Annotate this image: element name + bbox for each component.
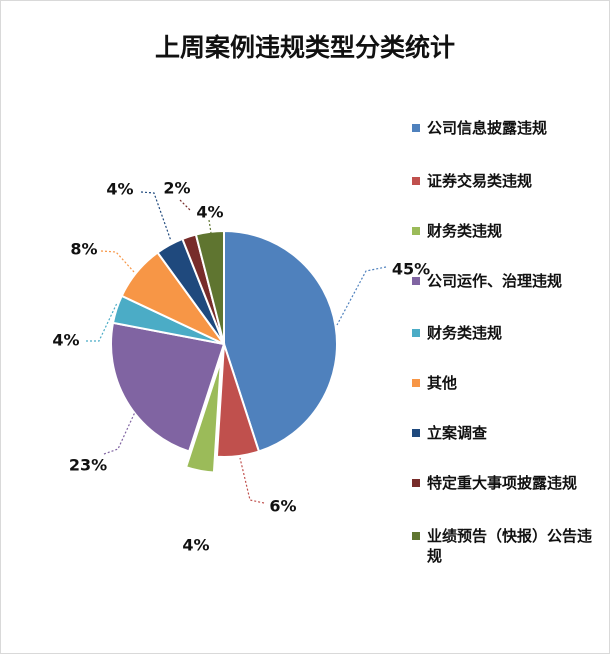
legend-item: 业绩预告（快报）公告违规 bbox=[412, 526, 602, 566]
data-label: 2% bbox=[163, 179, 190, 198]
legend-label: 财务类违规 bbox=[427, 324, 503, 342]
data-label: 45% bbox=[392, 260, 430, 279]
data-label: 4% bbox=[52, 331, 79, 350]
legend-swatch bbox=[412, 227, 420, 235]
legend-swatch bbox=[412, 532, 420, 540]
data-label: 23% bbox=[69, 456, 107, 475]
legend-label: 特定重大事项披露违规 bbox=[427, 474, 578, 492]
data-label: 8% bbox=[70, 240, 97, 259]
legend-swatch bbox=[412, 379, 420, 387]
legend-item: 公司信息披露违规 bbox=[412, 118, 602, 138]
legend-item: 财务类违规 bbox=[412, 323, 602, 343]
legend-label: 财务类违规 bbox=[427, 222, 503, 240]
legend-item: 公司运作、治理违规 bbox=[412, 271, 602, 291]
data-label: 4% bbox=[196, 203, 223, 222]
leader-line bbox=[100, 250, 135, 273]
legend-swatch bbox=[412, 124, 420, 132]
legend-swatch bbox=[412, 479, 420, 487]
legend-swatch bbox=[412, 429, 420, 437]
leader-line bbox=[239, 457, 265, 504]
legend-swatch bbox=[412, 329, 420, 337]
leader-line bbox=[140, 191, 172, 242]
leader-line bbox=[86, 302, 118, 342]
data-label: 4% bbox=[106, 180, 133, 199]
legend-item: 其他 bbox=[412, 373, 602, 393]
legend-label: 业绩预告（快报）公告违规 bbox=[427, 527, 593, 565]
legend-label: 其他 bbox=[427, 374, 458, 392]
leader-line bbox=[103, 385, 148, 455]
legend-item: 立案调查 bbox=[412, 423, 602, 443]
legend-label: 公司信息披露违规 bbox=[427, 119, 548, 137]
legend-item: 财务类违规 bbox=[412, 221, 602, 241]
legend-label: 证券交易类违规 bbox=[427, 172, 533, 190]
chart-title: 上周案例违规类型分类统计 bbox=[154, 33, 455, 62]
pie-slice bbox=[223, 229, 338, 453]
pie-slice bbox=[194, 229, 225, 345]
legend-item: 特定重大事项披露违规 bbox=[412, 473, 602, 493]
leader-line bbox=[179, 199, 191, 211]
legend-item: 证券交易类违规 bbox=[412, 171, 602, 191]
data-label: 4% bbox=[182, 536, 209, 555]
legend-swatch bbox=[412, 277, 420, 285]
leader-line bbox=[336, 266, 387, 326]
legend-swatch bbox=[412, 177, 420, 185]
data-label: 6% bbox=[269, 497, 296, 516]
legend-label: 公司运作、治理违规 bbox=[427, 272, 563, 290]
legend-label: 立案调查 bbox=[427, 424, 488, 442]
pie-slice bbox=[110, 321, 226, 453]
pie-slice bbox=[215, 343, 261, 458]
pie-slice bbox=[184, 359, 223, 474]
